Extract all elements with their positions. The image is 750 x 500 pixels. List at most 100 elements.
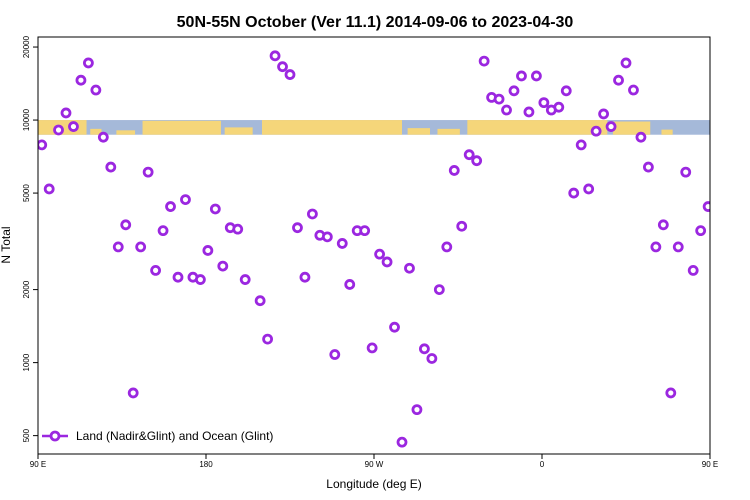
data-point — [463, 149, 475, 161]
data-point — [575, 139, 587, 151]
land-segment — [142, 120, 221, 135]
data-point — [180, 194, 191, 205]
data-point — [112, 241, 124, 253]
data-point — [493, 93, 505, 105]
data-point — [583, 183, 595, 195]
data-point — [75, 74, 87, 86]
data-point — [38, 139, 48, 151]
data-point — [448, 165, 460, 176]
y-tick-label: 20000 — [22, 35, 31, 58]
data-point — [635, 131, 647, 143]
data-point — [396, 436, 408, 448]
data-point — [381, 256, 393, 268]
data-point — [531, 70, 542, 82]
data-point — [672, 241, 684, 253]
x-tick-label: 90 W — [365, 460, 384, 469]
legend-marker — [49, 430, 61, 442]
data-point — [202, 245, 214, 256]
legend-label: Land (Nadir&Glint) and Ocean (Glint) — [76, 429, 273, 443]
data-point — [53, 124, 64, 136]
data-point — [426, 353, 438, 364]
data-point — [702, 201, 710, 212]
x-axis-label: Longitude (deg E) — [326, 477, 421, 491]
data-point — [157, 225, 169, 237]
data-point — [441, 241, 453, 253]
data-point — [411, 404, 423, 416]
data-point — [605, 121, 617, 132]
land-segment — [467, 120, 608, 135]
data-point — [433, 284, 445, 295]
data-point — [508, 85, 520, 97]
data-point — [292, 222, 303, 234]
data-point — [284, 69, 296, 80]
data-point — [418, 343, 430, 355]
data-point — [232, 223, 244, 235]
data-point — [374, 248, 386, 260]
data-point — [628, 84, 639, 96]
data-point — [560, 85, 572, 97]
y-axis: 500 1000 2000 5000 10000 20000 — [22, 35, 38, 442]
data-point — [590, 125, 602, 137]
data-point — [344, 279, 356, 290]
x-tick-label: 0 — [540, 460, 545, 469]
y-axis-label: N Total — [0, 226, 13, 263]
data-point — [478, 55, 490, 67]
y-tick-label: 2000 — [22, 280, 31, 298]
x-axis: 90 E 180 90 W 0 90 E — [30, 454, 718, 469]
data-point — [269, 50, 281, 62]
data-point — [501, 104, 512, 116]
land-ocean-band — [38, 120, 710, 135]
data-point — [620, 57, 632, 69]
data-point — [194, 274, 206, 285]
y-tick-label: 10000 — [22, 108, 31, 131]
data-point — [68, 121, 79, 132]
data-point — [83, 57, 94, 69]
y-tick-label: 1000 — [22, 353, 31, 371]
data-point — [277, 61, 288, 73]
data-point — [209, 203, 221, 215]
data-point — [598, 108, 609, 120]
data-point — [142, 166, 154, 178]
land-segment — [407, 128, 430, 135]
data-point — [568, 187, 580, 199]
y-tick-label: 5000 — [22, 184, 31, 202]
data-point — [97, 131, 109, 143]
land-segment — [661, 129, 673, 135]
data-point — [127, 387, 139, 399]
data-point — [516, 70, 527, 82]
data-point — [687, 264, 699, 276]
data-point — [135, 241, 147, 253]
data-point — [90, 84, 102, 96]
x-tick-label: 180 — [199, 460, 213, 469]
land-segment — [262, 120, 402, 135]
data-point — [105, 161, 117, 173]
data-point — [239, 274, 251, 285]
data-point — [650, 241, 662, 253]
chart-title: 50N-55N October (Ver 11.1) 2014-09-06 to… — [177, 14, 574, 31]
data-point — [359, 225, 371, 237]
data-point — [120, 219, 132, 231]
data-point — [172, 271, 184, 283]
data-point — [43, 183, 55, 195]
data-point — [329, 349, 341, 360]
data-point — [523, 106, 535, 118]
x-tick-label: 90 E — [30, 460, 46, 469]
data-point — [643, 161, 654, 173]
data-point — [299, 271, 311, 283]
x-tick-label: 90 E — [702, 460, 718, 469]
data-point — [254, 295, 266, 307]
data-point — [657, 219, 669, 231]
data-point — [165, 201, 176, 212]
data-point — [680, 166, 692, 178]
legend: Land (Nadir&Glint) and Ocean (Glint) — [42, 429, 273, 443]
data-point — [306, 208, 318, 220]
data-point — [404, 262, 415, 274]
data-point — [366, 342, 378, 354]
data-point — [60, 107, 72, 119]
data-point — [553, 101, 565, 113]
data-point — [471, 155, 483, 167]
data-point — [538, 97, 550, 109]
data-point — [217, 260, 229, 272]
land-segment — [437, 128, 460, 135]
